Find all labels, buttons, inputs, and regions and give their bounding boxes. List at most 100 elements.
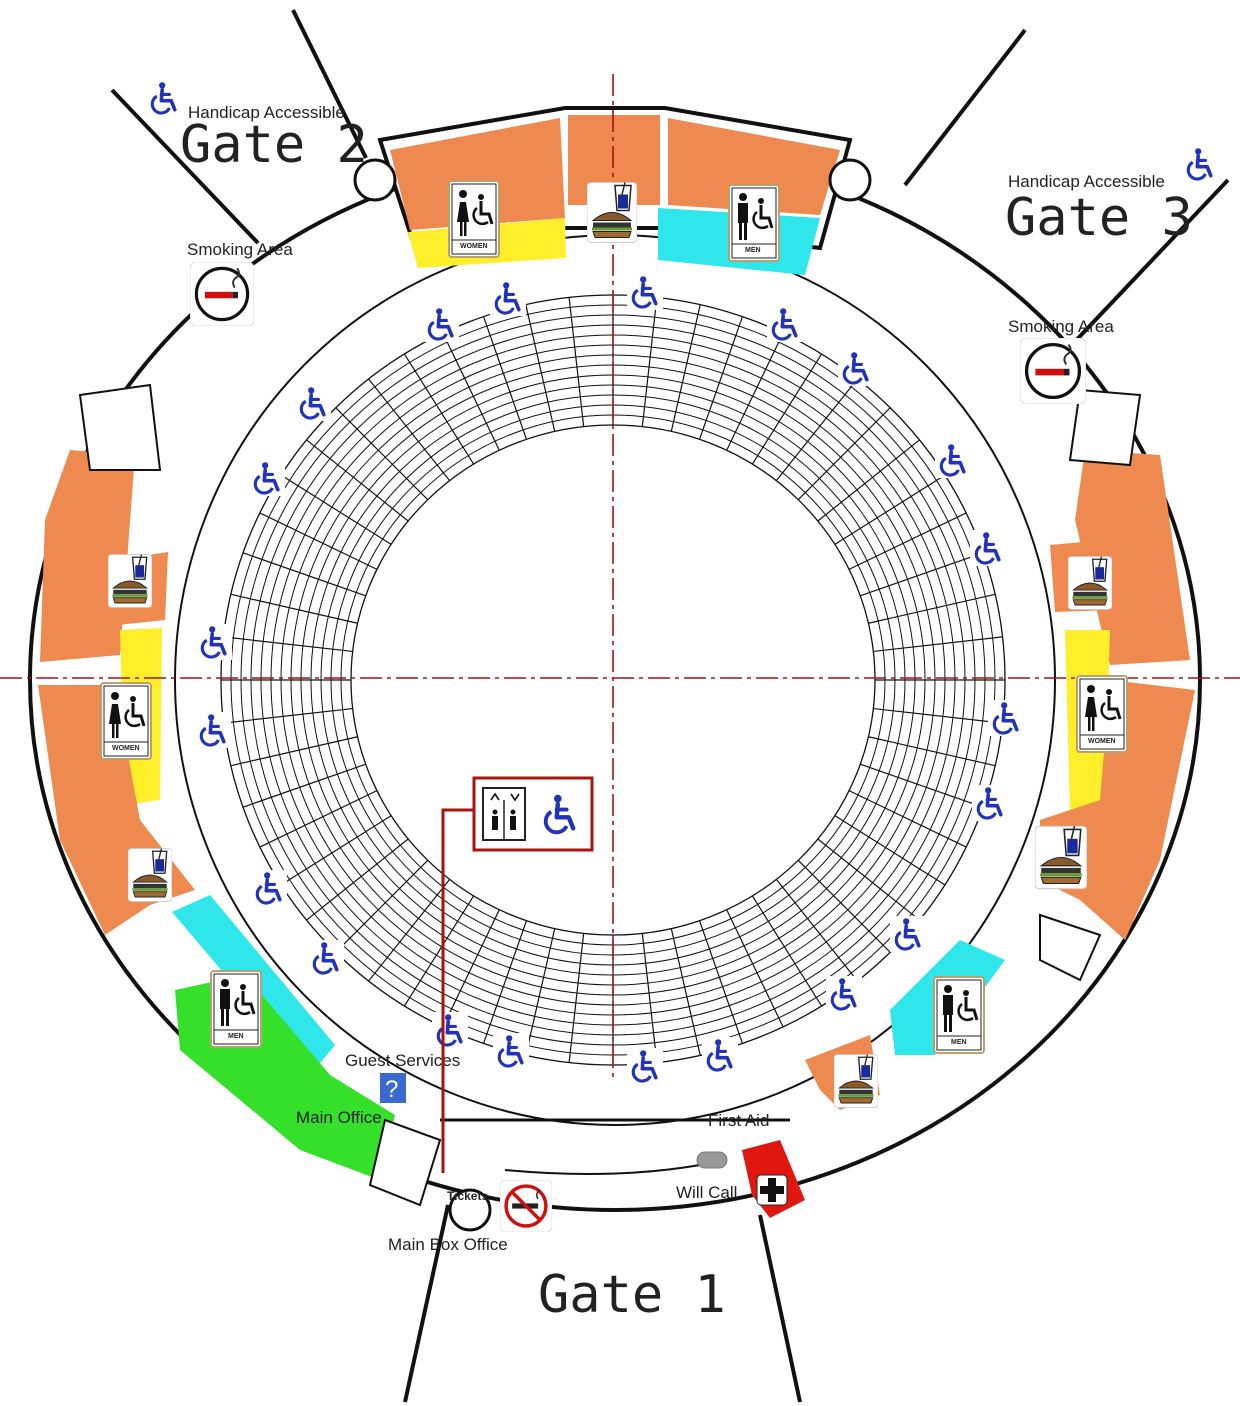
section-divider xyxy=(259,512,378,570)
svg-text:WOMEN: WOMEN xyxy=(1088,738,1116,745)
food-drink-icon xyxy=(587,181,637,244)
wheelchair-icon xyxy=(493,1033,529,1069)
wheelchair-icon xyxy=(251,870,287,906)
gate-2-label: Gate 2 xyxy=(180,115,368,175)
section-divider xyxy=(797,859,891,953)
svg-text:MEN: MEN xyxy=(228,1033,244,1040)
section-divider xyxy=(670,304,701,432)
section-divider xyxy=(641,933,658,1063)
section-divider xyxy=(726,909,784,1028)
information-icon[interactable]: ? xyxy=(380,1073,406,1103)
wheelchair-icon xyxy=(423,306,459,342)
section-divider xyxy=(223,707,353,724)
section-divider xyxy=(817,838,920,921)
first-aid-icon xyxy=(756,1174,788,1206)
wheelchair-icon xyxy=(146,80,182,116)
elevator-icon xyxy=(482,787,526,841)
section-divider xyxy=(868,736,996,767)
section-divider xyxy=(306,439,409,522)
center-axes xyxy=(0,74,1240,1080)
wheelchair-icon xyxy=(972,785,1008,821)
wheelchair-icon xyxy=(196,624,232,660)
concourse-details xyxy=(78,158,1142,1232)
section-divider xyxy=(817,439,920,522)
gate-1-label: Gate 1 xyxy=(538,1265,726,1325)
gate-3-label: Gate 3 xyxy=(1005,188,1193,248)
wheelchair-icon xyxy=(308,940,344,976)
section-divider xyxy=(698,316,744,440)
wheelchair-icon xyxy=(1182,146,1218,182)
food-drink-icon xyxy=(128,847,172,903)
elevator-accessible-callout xyxy=(441,776,594,1173)
section-divider xyxy=(568,933,585,1063)
section-divider xyxy=(280,474,392,545)
gate-3-handicap-label: Handicap Accessible xyxy=(1008,172,1165,191)
wheelchair-icon xyxy=(826,976,862,1012)
section-divider xyxy=(403,353,475,465)
svg-text:WOMEN: WOMEN xyxy=(112,745,140,752)
food-drink-icon xyxy=(108,553,152,609)
no-smoking-icon xyxy=(190,262,254,326)
svg-text:MEN: MEN xyxy=(951,1039,967,1046)
wheelchair-icon xyxy=(249,460,285,496)
section-divider xyxy=(641,297,658,427)
wheelchair-icon xyxy=(970,530,1006,566)
section-divider xyxy=(335,407,429,501)
section-divider xyxy=(230,736,358,767)
svg-text:WOMEN: WOMEN xyxy=(460,243,488,250)
wheelchair-icon xyxy=(838,350,874,386)
section-divider xyxy=(259,790,378,848)
food-drink-icon xyxy=(834,1053,878,1109)
section-divider xyxy=(751,895,823,1007)
section-divider xyxy=(873,636,1003,653)
section-divider xyxy=(670,928,701,1056)
section-divider xyxy=(525,928,556,1056)
section-divider xyxy=(848,790,967,848)
wheelchair-icon xyxy=(195,712,231,748)
smoking-area-right-label: Smoking Area xyxy=(1008,317,1114,336)
men-restroom-left: MEN xyxy=(210,970,262,1048)
section-divider xyxy=(482,316,528,440)
wheelchair-icon xyxy=(767,306,803,342)
section-divider xyxy=(834,815,946,886)
food-drink-icon xyxy=(1035,825,1087,890)
section-divider xyxy=(230,593,358,624)
section-divider xyxy=(525,304,556,432)
wheelchair-icon xyxy=(538,792,582,836)
wheelchair-icon xyxy=(627,274,663,310)
section-divider xyxy=(751,353,823,465)
section-divider xyxy=(775,878,858,982)
svg-text:?: ? xyxy=(385,1076,398,1103)
guest-services-label: Guest Services xyxy=(345,1051,460,1070)
men-restroom-top: MEN xyxy=(728,184,780,262)
section-divider xyxy=(442,332,500,451)
section-divider xyxy=(775,378,858,482)
main-office-label: Main Office xyxy=(296,1108,382,1127)
section-divider xyxy=(482,920,528,1044)
wheelchair-icon xyxy=(935,442,971,478)
men-restroom-right: MEN xyxy=(933,976,985,1054)
section-divider xyxy=(280,815,392,886)
no-smoking-icon xyxy=(1020,338,1086,404)
section-divider xyxy=(242,763,366,808)
tickets-label: Tickets xyxy=(447,1189,488,1203)
svg-text:MEN: MEN xyxy=(745,247,761,254)
main-box-office-label: Main Box Office xyxy=(388,1235,508,1254)
section-divider xyxy=(797,407,891,501)
wheelchair-icon xyxy=(890,916,926,952)
section-divider xyxy=(568,297,585,427)
wheelchair-icon xyxy=(432,1012,468,1048)
first-aid-label: First Aid xyxy=(708,1111,769,1130)
wheelchair-icon xyxy=(490,280,526,316)
smoking-area-left-label: Smoking Area xyxy=(187,240,293,259)
wheelchair-icon xyxy=(627,1048,663,1084)
women-restroom-top: WOMEN xyxy=(448,180,500,258)
section-divider xyxy=(368,878,451,982)
section-divider xyxy=(873,707,1003,724)
section-divider xyxy=(223,636,353,653)
section-divider xyxy=(860,763,984,808)
section-divider xyxy=(848,512,967,570)
section-divider xyxy=(868,593,996,624)
will-call-label: Will Call xyxy=(676,1183,737,1202)
